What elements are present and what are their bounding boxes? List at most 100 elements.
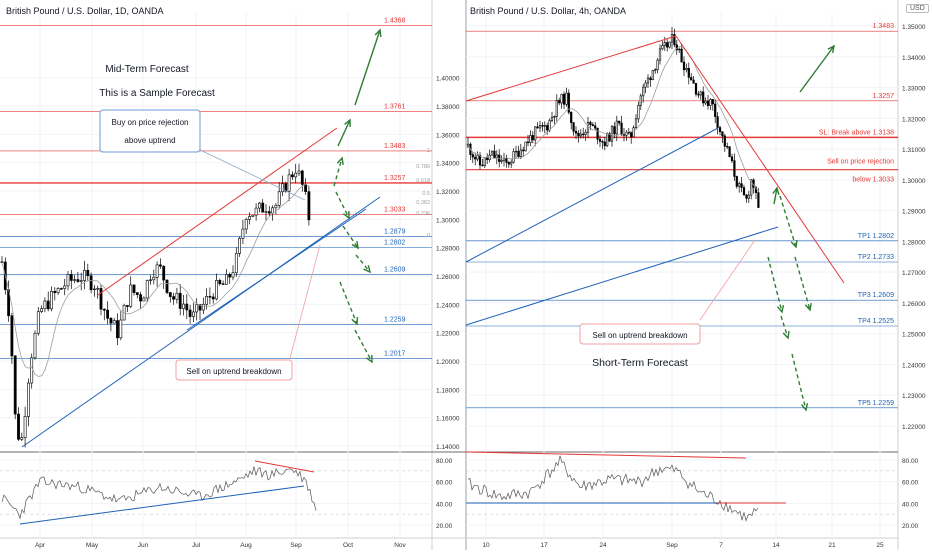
candle-body: [543, 125, 546, 127]
candle-body: [474, 156, 477, 160]
left-y-tick: 1.16000: [436, 416, 460, 423]
candle-body: [139, 294, 143, 302]
candle-body: [481, 164, 484, 167]
forecast-arrow: [779, 195, 798, 249]
left-x-tick: Sep: [290, 542, 302, 549]
candle-body: [534, 126, 537, 141]
candle-body: [198, 304, 202, 311]
candle-body: [685, 67, 688, 71]
left-level-label: 1.2609: [384, 267, 406, 274]
candle-body: [205, 296, 209, 305]
candle-body: [577, 132, 580, 137]
candle-body: [670, 34, 674, 43]
left-x-tick: Aug: [240, 542, 252, 549]
candle-body: [257, 202, 261, 209]
right-x-tick: 17: [540, 542, 548, 549]
right-x-tick: 14: [772, 542, 780, 549]
candle-body: [632, 127, 635, 138]
left-x-tick: Oct: [343, 542, 353, 549]
right-level-label: TP2 1.2733: [858, 254, 894, 261]
left-upper-channel-line: [97, 127, 338, 296]
candle-body: [218, 280, 222, 285]
right-rsi-tick: 20.00: [902, 523, 919, 530]
right-x-tick: 7: [719, 542, 723, 549]
candle-body: [591, 124, 594, 127]
candle-body: [651, 70, 654, 80]
right-title: Short-Term Forecast: [592, 357, 688, 369]
sell-note-box: [175, 359, 293, 381]
right-level-label: TP5 1.2259: [858, 400, 894, 407]
candle-body: [56, 288, 60, 293]
candle-body: [93, 288, 96, 291]
right-x-tick: 24: [599, 542, 607, 549]
fib-label: 0.786: [416, 164, 430, 170]
right-level-label: 1.3483: [873, 23, 895, 30]
candle-body: [714, 103, 717, 117]
right-rsi-tick: 60.00: [902, 480, 919, 487]
candle-body: [99, 288, 103, 310]
left-y-tick: 1.14000: [436, 444, 460, 451]
candle-body: [562, 93, 566, 105]
candle-body: [476, 154, 479, 160]
candle-body: [622, 134, 626, 136]
right-lower-uptrend-line: [465, 226, 779, 326]
candle-body: [149, 279, 152, 281]
left-chart-header: British Pound / U.S. Dollar, 1D, OANDA: [6, 6, 164, 16]
candle-body: [615, 120, 618, 135]
candle-body: [66, 274, 70, 287]
forecast-arrow: [335, 191, 350, 220]
left-uptrend-line: [21, 196, 381, 448]
left-y-tick: 1.22000: [436, 331, 460, 338]
right-y-tick: 1.32000: [902, 116, 926, 123]
forecast-arrow: [799, 44, 835, 93]
candle-body: [570, 111, 573, 123]
right-y-tick: 1.24000: [902, 362, 926, 369]
candle-body: [692, 79, 695, 84]
candle-body: [241, 228, 245, 239]
candle-body: [582, 133, 585, 136]
right-sell-note-box: [579, 323, 701, 345]
candle-body: [721, 131, 724, 137]
left-rsi-resistance: [254, 460, 315, 473]
candle-body: [119, 319, 123, 339]
left-level-label: 1.3257: [384, 175, 406, 182]
moving-average-line: [1, 183, 310, 377]
candle-body: [490, 150, 494, 156]
currency-badge[interactable]: USD: [906, 4, 929, 13]
left-callout-pointer: [289, 244, 321, 359]
right-y-tick: 1.23000: [902, 393, 926, 400]
left-level-label: 1.4368: [384, 18, 406, 25]
candle-body: [471, 154, 474, 158]
left-y-tick: 1.18000: [436, 387, 460, 394]
candle-body: [182, 303, 185, 309]
candle-body: [613, 126, 616, 135]
candle-body: [79, 280, 83, 282]
candle-body: [630, 132, 633, 138]
candle-body: [656, 59, 659, 70]
candle-body: [96, 288, 100, 290]
right-y-tick: 1.26000: [902, 301, 926, 308]
candle-body: [135, 292, 139, 295]
candle-body: [726, 145, 729, 148]
right-sell-note: Sell on uptrend breakdown: [592, 331, 687, 340]
left-y-tick: 1.40000: [436, 76, 460, 83]
candle-body: [43, 300, 47, 310]
candle-body: [17, 413, 20, 440]
left-level-label: 1.3033: [384, 207, 406, 214]
right-x-tick: Sep: [666, 542, 678, 549]
candle-body: [507, 162, 510, 165]
moving-average-line: [467, 46, 759, 192]
left-x-tick: May: [86, 542, 99, 549]
candle-body: [234, 253, 238, 274]
candle-body: [529, 135, 532, 143]
forecast-arrow: [342, 225, 359, 250]
right-y-tick: 1.35000: [902, 24, 926, 31]
candle-body: [510, 161, 513, 165]
candle-body: [658, 48, 662, 61]
candle-body: [165, 279, 169, 293]
candle-body: [704, 100, 707, 104]
candle-body: [694, 82, 698, 95]
left-sell-note: Sell on uptrend breakdown: [186, 367, 281, 376]
forecast-arrow: [333, 156, 344, 187]
